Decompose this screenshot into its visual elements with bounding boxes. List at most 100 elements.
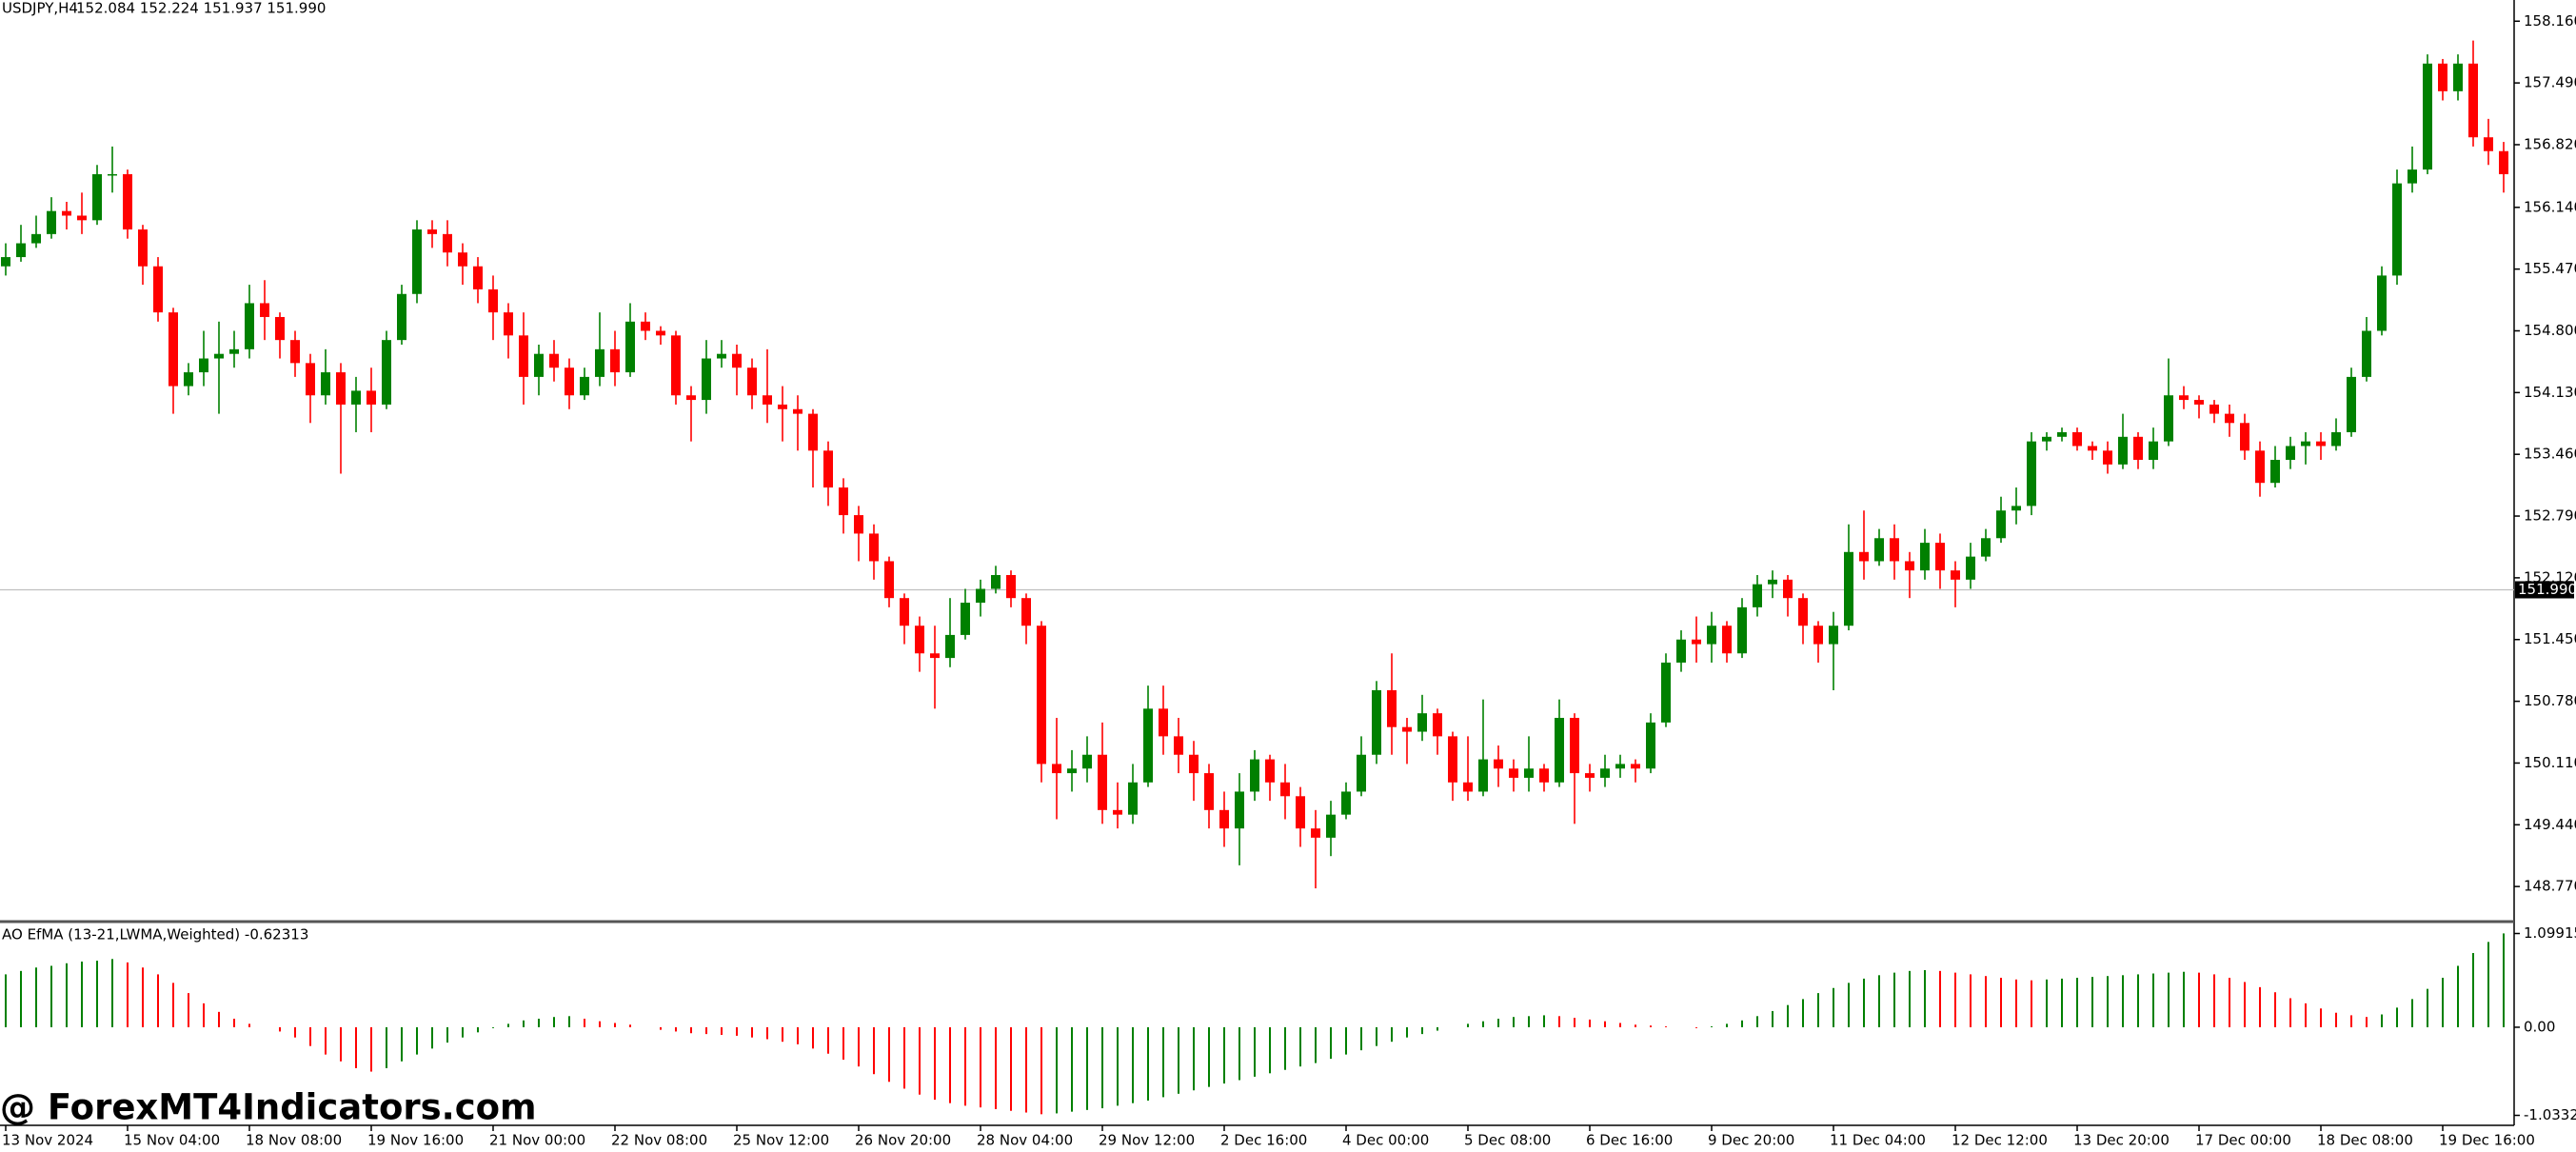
y-tick-label: 148.770 bbox=[2524, 878, 2576, 895]
candle-body bbox=[397, 293, 406, 341]
candle-body bbox=[1783, 579, 1793, 599]
candle-body bbox=[138, 229, 148, 267]
plot-layer: 158.160 157.490 156.820 156.140 155.470 154.8… bbox=[0, 12, 2576, 1149]
candle-body bbox=[1433, 713, 1442, 737]
candle-body bbox=[595, 348, 604, 377]
candle-body bbox=[1478, 759, 1488, 792]
candle-body bbox=[2209, 404, 2219, 414]
candle-body bbox=[351, 390, 361, 405]
time-label: 6 Dec 16:00 bbox=[1586, 1132, 1673, 1149]
candle-body bbox=[504, 312, 513, 336]
candle-body bbox=[108, 173, 117, 176]
candle-body bbox=[2225, 413, 2234, 424]
candle-body bbox=[473, 266, 483, 289]
candle-body bbox=[1813, 626, 1823, 645]
candle-body bbox=[1357, 754, 1366, 792]
candle-body bbox=[976, 588, 985, 604]
candle-body bbox=[2423, 63, 2432, 170]
candle-body bbox=[260, 303, 269, 317]
candle-body bbox=[31, 233, 41, 244]
y-tick-label: 157.490 bbox=[2524, 74, 2576, 91]
candle-body bbox=[869, 533, 879, 562]
candle-body bbox=[443, 233, 452, 253]
candle-body bbox=[1722, 626, 1732, 654]
candle-body bbox=[1235, 791, 1244, 829]
candle-body bbox=[808, 413, 818, 451]
candle-body bbox=[1555, 718, 1564, 783]
candle-body bbox=[168, 312, 178, 387]
y-tick-label: 149.440 bbox=[2524, 816, 2576, 833]
candle-body bbox=[2133, 436, 2143, 460]
current-price-box bbox=[2515, 581, 2574, 599]
time-label: 5 Dec 08:00 bbox=[1464, 1132, 1551, 1149]
candle-body bbox=[1174, 736, 1183, 755]
candle-body bbox=[610, 348, 620, 373]
candle-body bbox=[1920, 543, 1930, 571]
candle-body bbox=[565, 367, 574, 396]
candle-body bbox=[1006, 574, 1016, 599]
candle-body bbox=[793, 408, 803, 414]
candle-body bbox=[1509, 768, 1518, 778]
y-tick-label: 155.470 bbox=[2524, 260, 2576, 277]
candle-body bbox=[1326, 814, 1336, 838]
y-tick-label: 156.140 bbox=[2524, 198, 2576, 215]
y-tick-label: 153.460 bbox=[2524, 446, 2576, 463]
candle-body bbox=[1753, 584, 1762, 607]
y-tick-label: 1.09915 bbox=[2524, 924, 2576, 942]
candle-body bbox=[1296, 796, 1305, 829]
time-label: 9 Dec 20:00 bbox=[1708, 1132, 1794, 1149]
candle-body bbox=[534, 353, 544, 377]
candle-body bbox=[382, 340, 391, 405]
candle-body bbox=[2331, 431, 2341, 447]
candle-body bbox=[214, 353, 224, 359]
candle-body bbox=[184, 372, 193, 387]
candle-body bbox=[199, 358, 208, 373]
candle-body bbox=[2027, 441, 2036, 506]
candle-body bbox=[1037, 626, 1046, 765]
candle-body bbox=[1448, 736, 1457, 783]
candle-body bbox=[1311, 828, 1320, 838]
y-tick-label: -1.03328 bbox=[2524, 1106, 2576, 1123]
candle-body bbox=[1874, 538, 1884, 562]
candle-body bbox=[2316, 441, 2326, 447]
candle-body bbox=[686, 395, 696, 401]
candle-body bbox=[2118, 436, 2128, 465]
candle-body bbox=[1996, 510, 2006, 539]
candle-body bbox=[961, 603, 970, 635]
candle-body bbox=[1524, 768, 1534, 778]
candle-body bbox=[2103, 450, 2112, 465]
candle-body bbox=[1387, 689, 1397, 727]
candle-body bbox=[1798, 598, 1808, 626]
candle-body bbox=[763, 395, 772, 405]
candle-body bbox=[336, 372, 346, 405]
candle-body bbox=[717, 353, 726, 359]
time-label: 2 Dec 16:00 bbox=[1220, 1132, 1307, 1149]
candle-body bbox=[519, 335, 528, 377]
candle-body bbox=[1646, 722, 1655, 769]
time-label: 11 Dec 04:00 bbox=[1830, 1132, 1926, 1149]
candle-body bbox=[2408, 169, 2417, 184]
time-label: 21 Nov 00:00 bbox=[489, 1132, 585, 1149]
time-label: 13 Nov 2024 bbox=[2, 1132, 93, 1149]
time-label: 22 Nov 08:00 bbox=[611, 1132, 707, 1149]
current-price-label: 151.990 bbox=[2518, 581, 2576, 598]
time-label: 18 Nov 08:00 bbox=[246, 1132, 342, 1149]
candle-body bbox=[2072, 431, 2082, 447]
candle-body bbox=[92, 173, 102, 221]
candle-body bbox=[1250, 759, 1259, 792]
candle-body bbox=[2453, 63, 2463, 91]
candle-body bbox=[1189, 754, 1199, 774]
candle-body bbox=[641, 321, 650, 331]
candle-body bbox=[47, 210, 56, 234]
candle-body bbox=[945, 634, 955, 659]
y-tick-label: 152.790 bbox=[2524, 507, 2576, 525]
candle-body bbox=[2042, 436, 2051, 442]
candle-body bbox=[1113, 809, 1122, 815]
y-tick-label: 150.780 bbox=[2524, 692, 2576, 709]
candle-body bbox=[1052, 764, 1061, 774]
candle-body bbox=[1128, 782, 1138, 815]
candle-body bbox=[1021, 598, 1031, 626]
time-label: 25 Nov 12:00 bbox=[733, 1132, 829, 1149]
candle-body bbox=[427, 229, 437, 234]
